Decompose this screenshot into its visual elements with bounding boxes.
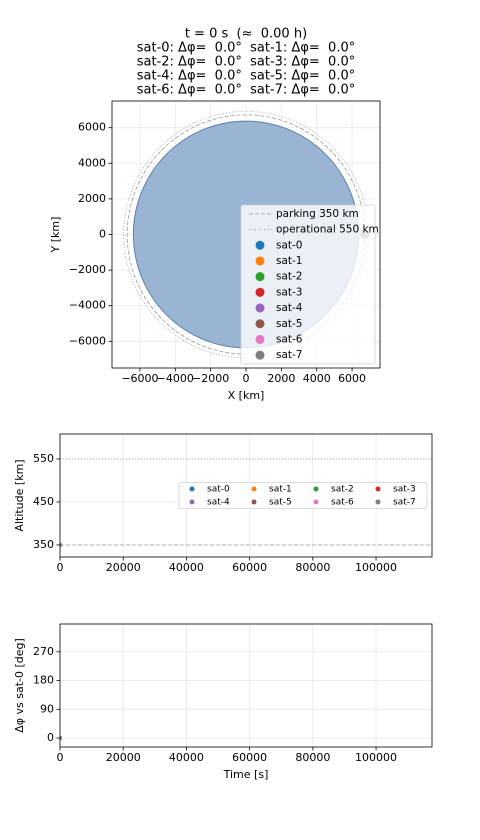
legend-label: sat-6: [331, 498, 354, 508]
y-tick-label: −2000: [69, 263, 106, 276]
axes-frame: [59, 623, 433, 748]
y-tick-label: 270: [33, 645, 54, 658]
legend-swatch: [255, 240, 265, 250]
point: [60, 736, 62, 741]
x-tick-label: 2000: [267, 372, 295, 385]
legend-swatch: [251, 486, 257, 492]
x-tick-label: 40000: [169, 561, 204, 574]
y-tick-label: 0: [99, 228, 106, 241]
x-tick-label: 80000: [295, 561, 330, 574]
x-tick-label: 40000: [169, 751, 204, 764]
y-tick-label: 4000: [78, 156, 106, 169]
chart-title: sat-6: Δφ= 0.0° sat-7: Δφ= 0.0°: [137, 83, 356, 98]
legend-swatch: [313, 499, 319, 505]
y-tick-label: 180: [33, 674, 54, 687]
legend-label: sat-4: [207, 498, 230, 508]
legend-box: [178, 482, 428, 509]
y-tick-label: 90: [40, 702, 54, 715]
x-tick-label: 20000: [106, 561, 141, 574]
legend-label: operational 550 km: [276, 224, 379, 236]
y-tick-label: 450: [33, 495, 54, 508]
x-tick-label: 0: [57, 561, 64, 574]
axes-frame: [111, 100, 381, 369]
legend-swatch: [255, 256, 265, 266]
chart-title: t = 0 s (≈ 0.00 h): [185, 27, 307, 42]
legend-label: sat-6: [276, 333, 303, 345]
legend: sat-0 sat-1 sat-2 sat-3 sat-4 sat-5 sat-6 sat-7: [178, 482, 428, 509]
x-tick-label: 100000: [355, 751, 397, 764]
legend-label: sat-1: [276, 255, 303, 267]
legend-swatch: [251, 499, 257, 505]
x-axis-label: X [km]: [228, 389, 265, 402]
legend-label: sat-2: [276, 271, 303, 283]
legend-label: sat-1: [269, 485, 292, 495]
x-tick-label: 4000: [303, 372, 331, 385]
x-tick-label: −6000: [121, 372, 158, 385]
plot-area: [60, 458, 432, 547]
x-tick-label: 0: [57, 751, 64, 764]
legend-swatch: [255, 334, 265, 344]
x-tick-label: −4000: [157, 372, 194, 385]
y-tick-label: 550: [33, 452, 54, 465]
legend-label: sat-3: [393, 485, 416, 495]
legend-label: sat-5: [276, 318, 303, 330]
legend-label: sat-0: [276, 239, 303, 251]
chart-title: sat-0: Δφ= 0.0° sat-1: Δφ= 0.0°: [137, 41, 356, 56]
x-tick-label: −2000: [192, 372, 229, 385]
legend-label: sat-2: [331, 485, 354, 495]
legend-swatch: [313, 486, 319, 492]
x-tick-label: 100000: [355, 561, 397, 574]
legend: parking 350 km operational 550 km sat-0 sat…: [240, 204, 379, 365]
legend-swatch: [255, 319, 265, 329]
chart-title: sat-2: Δφ= 0.0° sat-3: Δφ= 0.0°: [137, 55, 356, 70]
x-axis-label: Time [s]: [223, 768, 269, 781]
y-tick-label: −4000: [69, 299, 106, 312]
legend-swatch: [255, 303, 265, 313]
x-tick-label: 20000: [106, 751, 141, 764]
legend-label: sat-7: [276, 349, 303, 361]
x-tick-label: 80000: [295, 751, 330, 764]
legend-label: sat-3: [276, 286, 303, 298]
legend-label: parking 350 km: [276, 208, 359, 220]
x-tick-label: 0: [243, 372, 250, 385]
legend-swatch: [189, 499, 195, 505]
chart-title: sat-4: Δφ= 0.0° sat-5: Δφ= 0.0°: [137, 69, 356, 84]
y-axis-label: Y [km]: [49, 217, 62, 254]
point: [60, 542, 62, 547]
legend-label: sat-7: [393, 498, 416, 508]
x-tick-label: 6000: [338, 372, 366, 385]
legend-swatch: [255, 287, 265, 297]
legend-label: sat-4: [276, 302, 303, 314]
legend-swatch: [375, 499, 381, 505]
y-tick-label: 6000: [78, 121, 106, 134]
legend-box: [240, 204, 376, 365]
legend-swatch: [189, 486, 195, 492]
legend-swatch: [255, 350, 265, 360]
y-tick-label: −6000: [69, 334, 106, 347]
x-tick-label: 60000: [232, 561, 267, 574]
y-tick-label: 2000: [78, 192, 106, 205]
plot-area: [60, 736, 62, 741]
axes-frame: [59, 433, 433, 558]
legend-label: sat-0: [207, 485, 230, 495]
y-tick-label: 0: [47, 731, 54, 744]
y-tick-label: 350: [33, 538, 54, 551]
legend-swatch: [375, 486, 381, 492]
y-axis-label: Altitude [km]: [13, 459, 26, 531]
legend-label: sat-5: [269, 498, 292, 508]
legend-swatch: [255, 272, 265, 282]
y-axis-label: Δφ vs sat-0 [deg]: [13, 638, 26, 733]
x-tick-label: 60000: [232, 751, 267, 764]
